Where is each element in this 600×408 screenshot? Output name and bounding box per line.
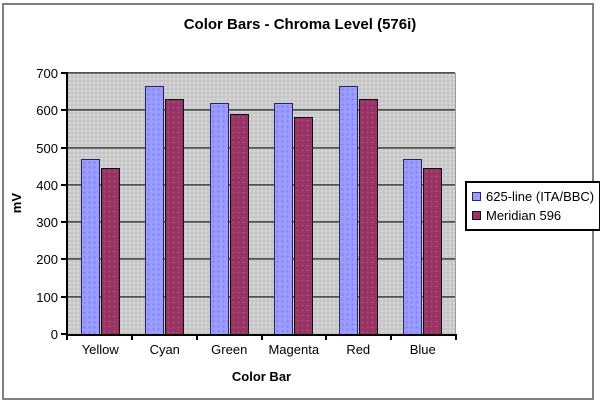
y-axis-line <box>66 72 68 336</box>
bar <box>338 86 358 334</box>
bar-group-cyan <box>133 73 198 334</box>
gridline <box>68 295 455 298</box>
x-category-label: Yellow <box>81 342 119 357</box>
legend-entry-625-line: 625-line (ITA/BBC) <box>472 187 594 206</box>
bar <box>294 116 314 334</box>
x-axis-title: Color Bar <box>231 369 292 384</box>
x-category-label: Magenta <box>268 342 320 357</box>
bar <box>100 168 120 334</box>
y-tick-mark <box>61 295 67 298</box>
gridline <box>68 183 455 186</box>
gridline <box>68 109 455 112</box>
y-tick-label: 200 <box>36 252 58 268</box>
legend-label: Meridian 596 <box>486 208 562 223</box>
x-tick-mark <box>260 336 263 340</box>
plot-area <box>68 72 456 334</box>
bar <box>274 102 294 334</box>
gridline <box>68 146 455 149</box>
x-category-label: Cyan <box>149 342 180 357</box>
x-tick-mark <box>455 336 457 340</box>
x-axis-category-labels: Yellow Cyan Green Magenta Red Blue <box>68 342 455 357</box>
y-tick-mark <box>61 72 67 74</box>
y-axis-title: mV <box>6 73 26 334</box>
bar <box>145 86 165 334</box>
bar <box>80 158 100 334</box>
bar-group-red <box>326 73 391 334</box>
x-tick-mark <box>66 336 68 340</box>
bar <box>165 99 185 334</box>
x-tick-mark <box>195 336 198 340</box>
bar <box>403 158 423 334</box>
bar-group-green <box>197 73 262 334</box>
bar-group-magenta <box>262 73 327 334</box>
x-tick-mark <box>325 336 328 340</box>
legend-swatch-625-line <box>472 192 481 201</box>
bar-group-blue <box>391 73 456 334</box>
y-axis-ticks <box>61 72 67 335</box>
chart-title: Color Bars - Chroma Level (576i) <box>183 16 417 33</box>
y-tick-mark <box>61 109 67 112</box>
gridline <box>68 258 455 261</box>
y-tick-label: 600 <box>36 103 58 119</box>
bar <box>423 168 443 334</box>
x-axis-ticks <box>66 336 457 340</box>
y-axis-tick-labels: 0 100 200 300 400 500 600 700 <box>14 66 58 342</box>
gridline <box>68 221 455 224</box>
y-axis-title-text: mV <box>8 193 24 214</box>
bar <box>229 114 249 334</box>
legend-entry-meridian-596: Meridian 596 <box>472 206 594 225</box>
bar-groups <box>68 73 455 334</box>
bar <box>209 102 229 334</box>
x-category-label: Green <box>211 342 248 357</box>
x-tick-mark <box>390 336 393 340</box>
bar <box>358 99 378 334</box>
legend: 625-line (ITA/BBC) Meridian 596 <box>465 181 600 231</box>
y-tick-label: 0 <box>50 327 58 342</box>
y-tick-mark <box>61 333 67 335</box>
x-category-label: Blue <box>409 342 436 357</box>
y-tick-mark <box>61 146 67 149</box>
y-tick-mark <box>61 221 67 224</box>
y-tick-mark <box>61 258 67 261</box>
x-axis-line <box>66 334 457 336</box>
y-tick-label: 700 <box>36 66 58 81</box>
y-tick-mark <box>61 183 67 186</box>
y-tick-label: 300 <box>36 215 58 231</box>
y-tick-label: 400 <box>36 177 58 193</box>
x-category-label: Red <box>346 342 371 357</box>
legend-swatch-meridian-596 <box>472 211 481 220</box>
bar-group-yellow <box>68 73 133 334</box>
x-tick-mark <box>130 336 133 340</box>
gridline <box>68 72 455 74</box>
y-tick-label: 100 <box>36 289 58 305</box>
y-tick-label: 500 <box>36 140 58 156</box>
legend-label: 625-line (ITA/BBC) <box>486 189 595 204</box>
